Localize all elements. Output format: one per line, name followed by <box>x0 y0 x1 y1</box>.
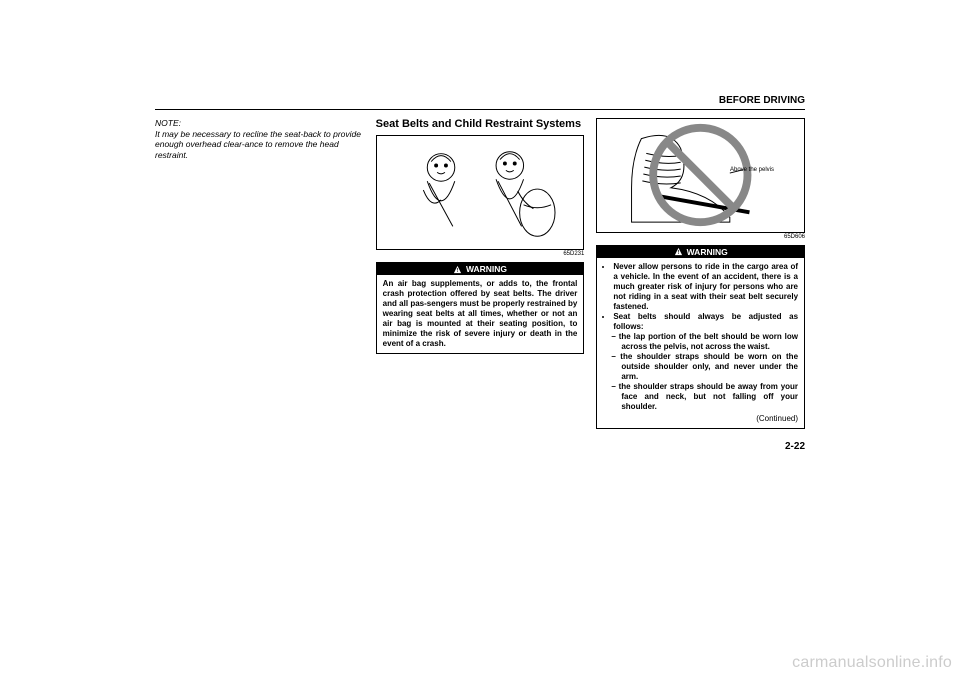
warning-label: WARNING <box>466 264 507 275</box>
section-header: BEFORE DRIVING <box>155 95 805 110</box>
warning-triangle-icon: ! <box>674 247 683 256</box>
svg-text:!: ! <box>677 251 679 257</box>
bullet-2: Seat belts should always be adjusted as … <box>613 312 798 412</box>
pelvis-label: Above the pelvis <box>730 167 774 175</box>
column-1: NOTE: It may be necessary to recline the… <box>155 118 364 429</box>
figure-id-2: 65D606 <box>596 234 805 242</box>
bullet-1: Never allow persons to ride in the cargo… <box>613 262 798 312</box>
warning-box-airbag: ! WARNING An air bag supplements, or add… <box>376 262 585 355</box>
sub-bullet-1: the lap portion of the belt should be wo… <box>621 332 798 352</box>
warning-body-airbag: An air bag supplements, or adds to, the … <box>377 275 584 353</box>
bullet-2-text: Seat belts should always be adjusted as … <box>613 312 798 331</box>
content-columns: NOTE: It may be necessary to recline the… <box>155 118 805 429</box>
note-text: It may be necessary to recline the seat-… <box>155 129 361 160</box>
sub-bullet-2: the shoulder straps should be worn on th… <box>621 352 798 382</box>
sub-bullet-3: the shoulder straps should be away from … <box>621 382 798 412</box>
column-2: Seat Belts and Child Restraint Systems <box>376 118 585 429</box>
warning-label-2: WARNING <box>687 247 728 258</box>
column-3: Above the pelvis 65D606 ! WARNING Never … <box>596 118 805 429</box>
section-heading: Seat Belts and Child Restraint Systems <box>376 118 585 131</box>
warning-box-seatbelts: ! WARNING Never allow persons to ride in… <box>596 245 805 430</box>
note-label: NOTE: <box>155 118 181 128</box>
svg-text:!: ! <box>457 268 459 274</box>
warning-header-2: ! WARNING <box>597 246 804 259</box>
warning-header: ! WARNING <box>377 263 584 276</box>
continued-label: (Continued) <box>603 414 798 424</box>
figure-passengers <box>376 135 585 250</box>
figure-id-1: 65D231 <box>376 251 585 259</box>
page-number: 2-22 <box>155 441 805 452</box>
figure-pelvis: Above the pelvis <box>596 118 805 233</box>
warning-body-seatbelts: Never allow persons to ride in the cargo… <box>597 258 804 428</box>
manual-page: BEFORE DRIVING NOTE: It may be necessary… <box>155 95 805 585</box>
warning-triangle-icon: ! <box>453 265 462 274</box>
watermark: carmanualsonline.info <box>792 654 952 672</box>
